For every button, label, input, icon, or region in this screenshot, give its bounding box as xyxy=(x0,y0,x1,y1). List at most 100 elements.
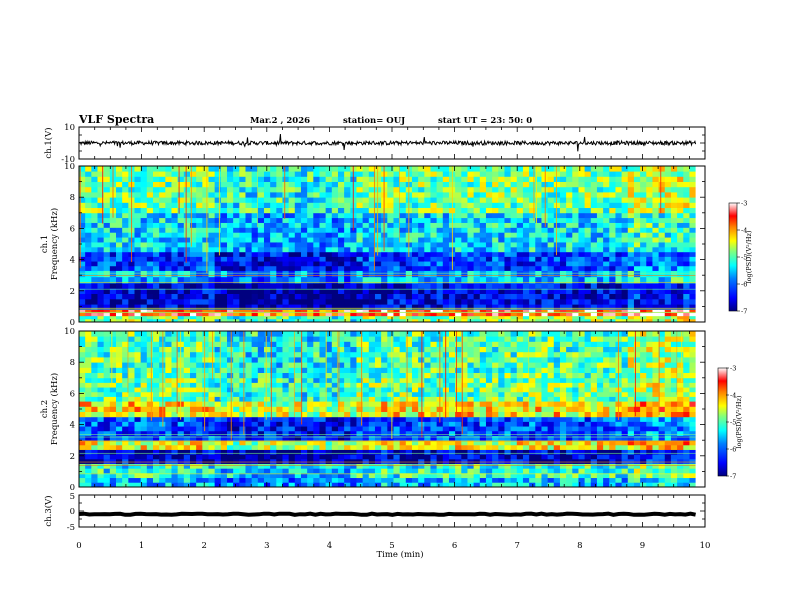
spectrogram-cell xyxy=(393,256,401,262)
spectrogram-cell xyxy=(245,463,253,469)
spectrogram-cell xyxy=(615,217,623,223)
spectrogram-cell xyxy=(140,406,148,412)
spectrogram-cell xyxy=(627,261,635,267)
spectrogram-cell xyxy=(91,176,98,182)
spectrogram-cell xyxy=(652,222,660,228)
spectrogram-cell xyxy=(689,242,697,248)
spectrogram-cell xyxy=(356,202,364,208)
spectrogram-cell xyxy=(393,181,401,188)
spectrogram-cell xyxy=(368,472,376,479)
spectrogram-cell xyxy=(368,276,376,284)
spectrogram-cell xyxy=(288,341,296,347)
spectrogram-cell xyxy=(331,237,339,243)
spectrogram-cell xyxy=(165,367,172,373)
spectrogram-cell xyxy=(214,222,222,228)
spectrogram-cell xyxy=(276,351,283,358)
spectrogram-cell xyxy=(245,304,253,310)
spectrogram-cell xyxy=(337,396,345,402)
spectrogram-impulse xyxy=(131,166,133,263)
spectrogram-cell xyxy=(245,232,253,238)
spectrogram-cell xyxy=(374,227,382,233)
spectrogram-cell xyxy=(344,336,351,342)
spectrogram-cell xyxy=(325,261,333,267)
spectrogram-cell xyxy=(664,312,672,317)
spectrogram-cell xyxy=(152,227,160,233)
spectrogram-cell xyxy=(85,426,92,432)
spectrogram-cell xyxy=(621,166,629,172)
spectrogram-cell xyxy=(436,171,444,177)
spectrogram-cell xyxy=(165,382,172,388)
spectrogram-cell xyxy=(245,449,253,455)
spectrogram-cell xyxy=(368,207,376,214)
spectrogram-cell xyxy=(646,176,653,182)
spectrogram-cell xyxy=(196,318,203,323)
spectrogram-cell xyxy=(103,377,111,383)
spectrogram-cell xyxy=(510,207,518,214)
spectrogram-cell xyxy=(122,421,129,427)
spectrogram-cell xyxy=(590,304,598,310)
spectrogram-cell xyxy=(122,367,129,373)
spectrogram-cell xyxy=(220,382,228,388)
spectrogram-cell xyxy=(664,227,672,233)
spectrogram-cell xyxy=(325,387,333,393)
spectrogram-cell xyxy=(584,298,592,305)
spectrogram-cell xyxy=(134,449,142,455)
spectrogram-cell xyxy=(103,270,111,278)
spectrogram-cell xyxy=(270,212,277,219)
spectrogram-cell xyxy=(677,298,684,305)
spectrogram-cell xyxy=(134,357,142,363)
spectrogram-cell xyxy=(276,372,283,379)
spectrogram-cell xyxy=(109,477,117,483)
spectrogram-cell xyxy=(189,202,197,208)
spectrogram-cell xyxy=(202,181,209,188)
spectrogram-cell xyxy=(288,181,296,188)
spectrogram-cell xyxy=(529,251,536,257)
spectrogram-cell xyxy=(226,458,234,464)
spectrogram-cell xyxy=(455,288,462,294)
spectrogram-cell xyxy=(331,256,339,262)
spectrogram-cell xyxy=(122,315,129,320)
spectrogram-cell xyxy=(103,357,111,363)
spectrogram-cell xyxy=(596,298,604,305)
spectrogram-cell xyxy=(479,304,487,310)
spectrogram-cell xyxy=(263,232,271,238)
spectrogram-cell xyxy=(430,318,438,323)
spectrogram-cell xyxy=(368,176,376,182)
spectrogram-cell xyxy=(300,232,308,238)
spectrogram-cell xyxy=(85,232,92,238)
spectrogram-cell xyxy=(233,283,240,289)
spectrogram-cell xyxy=(245,435,253,441)
spectrogram-cell xyxy=(79,440,86,446)
spectrogram-cell xyxy=(233,449,240,455)
spectrogram-cell xyxy=(572,197,579,203)
spectrogram-cell xyxy=(263,367,271,373)
spectrogram-cell xyxy=(331,197,339,203)
spectrogram-cell xyxy=(294,472,302,479)
spectrogram-cell xyxy=(325,288,333,294)
spectrogram-cell xyxy=(220,232,228,238)
spectrogram-cell xyxy=(467,227,475,233)
spectrogram-cell xyxy=(214,421,222,427)
spectrogram-cell xyxy=(152,351,160,358)
spectrogram-cell xyxy=(492,181,499,188)
spectrogram-cell xyxy=(350,336,357,342)
spectrogram-cell xyxy=(183,341,191,347)
spectrogram-cell xyxy=(146,430,154,436)
spectrogram-cell xyxy=(214,217,222,223)
spectrogram-cell xyxy=(374,315,382,320)
spectrogram-cell xyxy=(689,309,697,314)
spectrogram-cell xyxy=(658,186,666,193)
spectrogram-cell xyxy=(276,246,283,253)
spectrogram-cell xyxy=(189,468,197,474)
spectrogram-cell xyxy=(356,331,364,337)
spectrogram-cell xyxy=(116,331,123,337)
spectrogram-impulse xyxy=(544,166,546,227)
spectrogram-cell xyxy=(288,251,296,257)
spectrogram-cell xyxy=(239,166,246,172)
spectrogram-cell xyxy=(430,217,438,223)
spectrogram-cell xyxy=(282,331,290,337)
spectrogram-cell xyxy=(140,346,148,353)
spectrogram-cell xyxy=(307,411,314,418)
spectrogram-cell xyxy=(214,426,222,432)
spectrogram-cell xyxy=(535,265,542,271)
